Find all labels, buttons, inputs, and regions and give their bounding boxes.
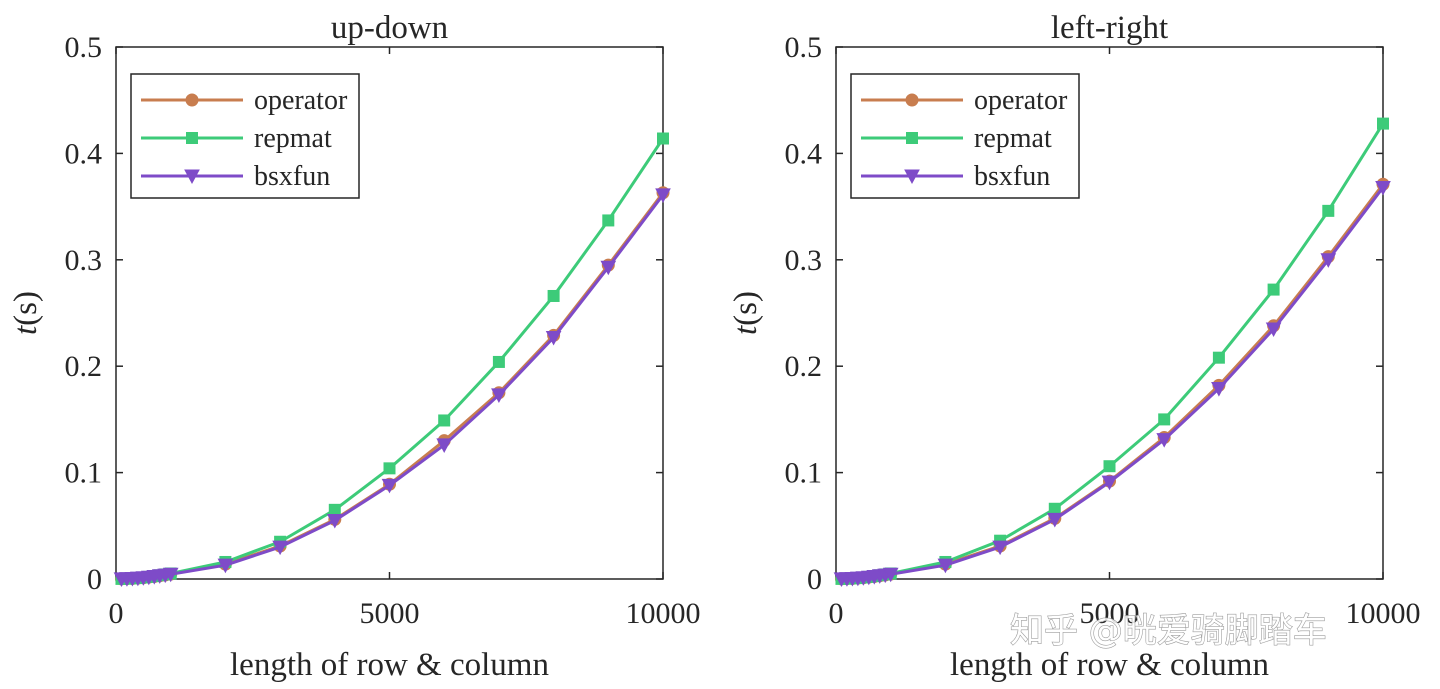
y-tick-label: 0 [807,563,822,596]
chart-title: left-right [1051,10,1168,46]
data-point-repmat [547,289,560,302]
y-axis-label: t(s) [8,291,44,335]
data-point-bsxfun [491,388,507,403]
data-point-bsxfun [600,260,617,276]
data-point-bsxfun [436,438,453,453]
data-point-bsxfun [217,558,234,574]
data-point-repmat [328,503,341,516]
x-tick-label: 0 [829,597,844,630]
legend-label-repmat: repmat [254,123,332,154]
chart-panel-2: 0 0.1 0.2 0.3 0.4 0.5 0 5000 10000 left-right leng… [728,10,1421,683]
y-tick-label: 0.4 [785,137,823,170]
x-tick-label: 5000 [1080,597,1140,630]
x-tick-label: 0 [109,597,124,630]
x-tick-label: 10000 [626,597,701,630]
data-point-bsxfun [162,567,179,583]
data-point-repmat [492,355,505,368]
data-point-repmat [1267,283,1280,296]
y-axis-label: t(s) [728,291,764,335]
legend-label-bsxfun: bsxfun [974,161,1050,192]
data-point-repmat [602,214,615,227]
legend-marker-bsxfun [904,169,920,185]
y-tick-label: 0.1 [65,457,103,490]
data-point-bsxfun [1101,475,1118,491]
x-tick-label: 10000 [1346,597,1421,630]
y-tick-label: 0.4 [65,137,103,170]
y-tick-label: 0 [87,563,102,596]
y-tick-label: 0.5 [785,31,823,64]
data-point-repmat [1322,204,1335,217]
data-point-repmat [1158,413,1171,426]
data-point-repmat [1377,117,1389,130]
chart-title: up-down [331,10,448,46]
data-point-bsxfun [1265,322,1282,338]
y-axis-label-symbol: t [8,325,44,335]
legend-label-operator: operator [254,85,348,116]
legend-label-repmat: repmat [974,123,1052,154]
x-axis-label: length of row & column [230,647,549,683]
y-tick-label: 0.2 [785,350,823,383]
data-point-repmat [383,462,396,475]
data-point-repmat [1103,460,1116,473]
legend-marker-repmat [186,132,198,144]
data-point-bsxfun [937,558,954,574]
legend-label-bsxfun: bsxfun [254,161,330,192]
data-point-bsxfun [1156,433,1173,448]
legend: operator repmat bsxfun [850,73,1080,199]
legend-marker-repmat [906,132,918,144]
data-point-repmat [657,132,669,145]
legend-marker-bsxfun [184,169,200,185]
data-point-bsxfun [1211,382,1227,397]
y-tick-label: 0.3 [65,244,103,277]
legend-label-operator: operator [974,85,1068,116]
x-axis-label: length of row & column [950,647,1269,683]
y-tick-label: 0.3 [785,244,823,277]
legend-marker-operator [185,93,199,107]
y-axis-label-symbol: t [728,325,764,335]
watermark: 知乎 @晄爱骑脚踏车 [1010,611,1327,651]
data-point-repmat [1048,502,1061,515]
data-point-bsxfun [1046,512,1063,528]
data-point-bsxfun [381,478,398,494]
data-point-repmat [438,414,451,427]
data-point-bsxfun [272,540,288,556]
data-point-bsxfun [1320,253,1337,268]
data-point-bsxfun [882,567,899,583]
data-point-bsxfun [992,540,1008,556]
data-point-bsxfun [655,188,671,203]
data-point-bsxfun [545,330,562,346]
y-axis-label-unit: (s) [728,291,764,326]
y-tick-label: 0.1 [785,457,823,490]
chart-panel-1: 0 0.1 0.2 0.3 0.4 0.5 0 5000 10000 up-down length … [8,10,701,683]
legend: operator repmat bsxfun [130,73,360,199]
y-tick-label: 0.5 [65,31,103,64]
legend-marker-operator [905,93,919,107]
data-point-bsxfun [1375,180,1391,196]
y-tick-label: 0.2 [65,350,103,383]
y-axis-label-unit: (s) [8,291,44,326]
x-tick-label: 5000 [360,597,420,630]
data-point-bsxfun [326,513,343,529]
data-point-repmat [1212,351,1225,364]
